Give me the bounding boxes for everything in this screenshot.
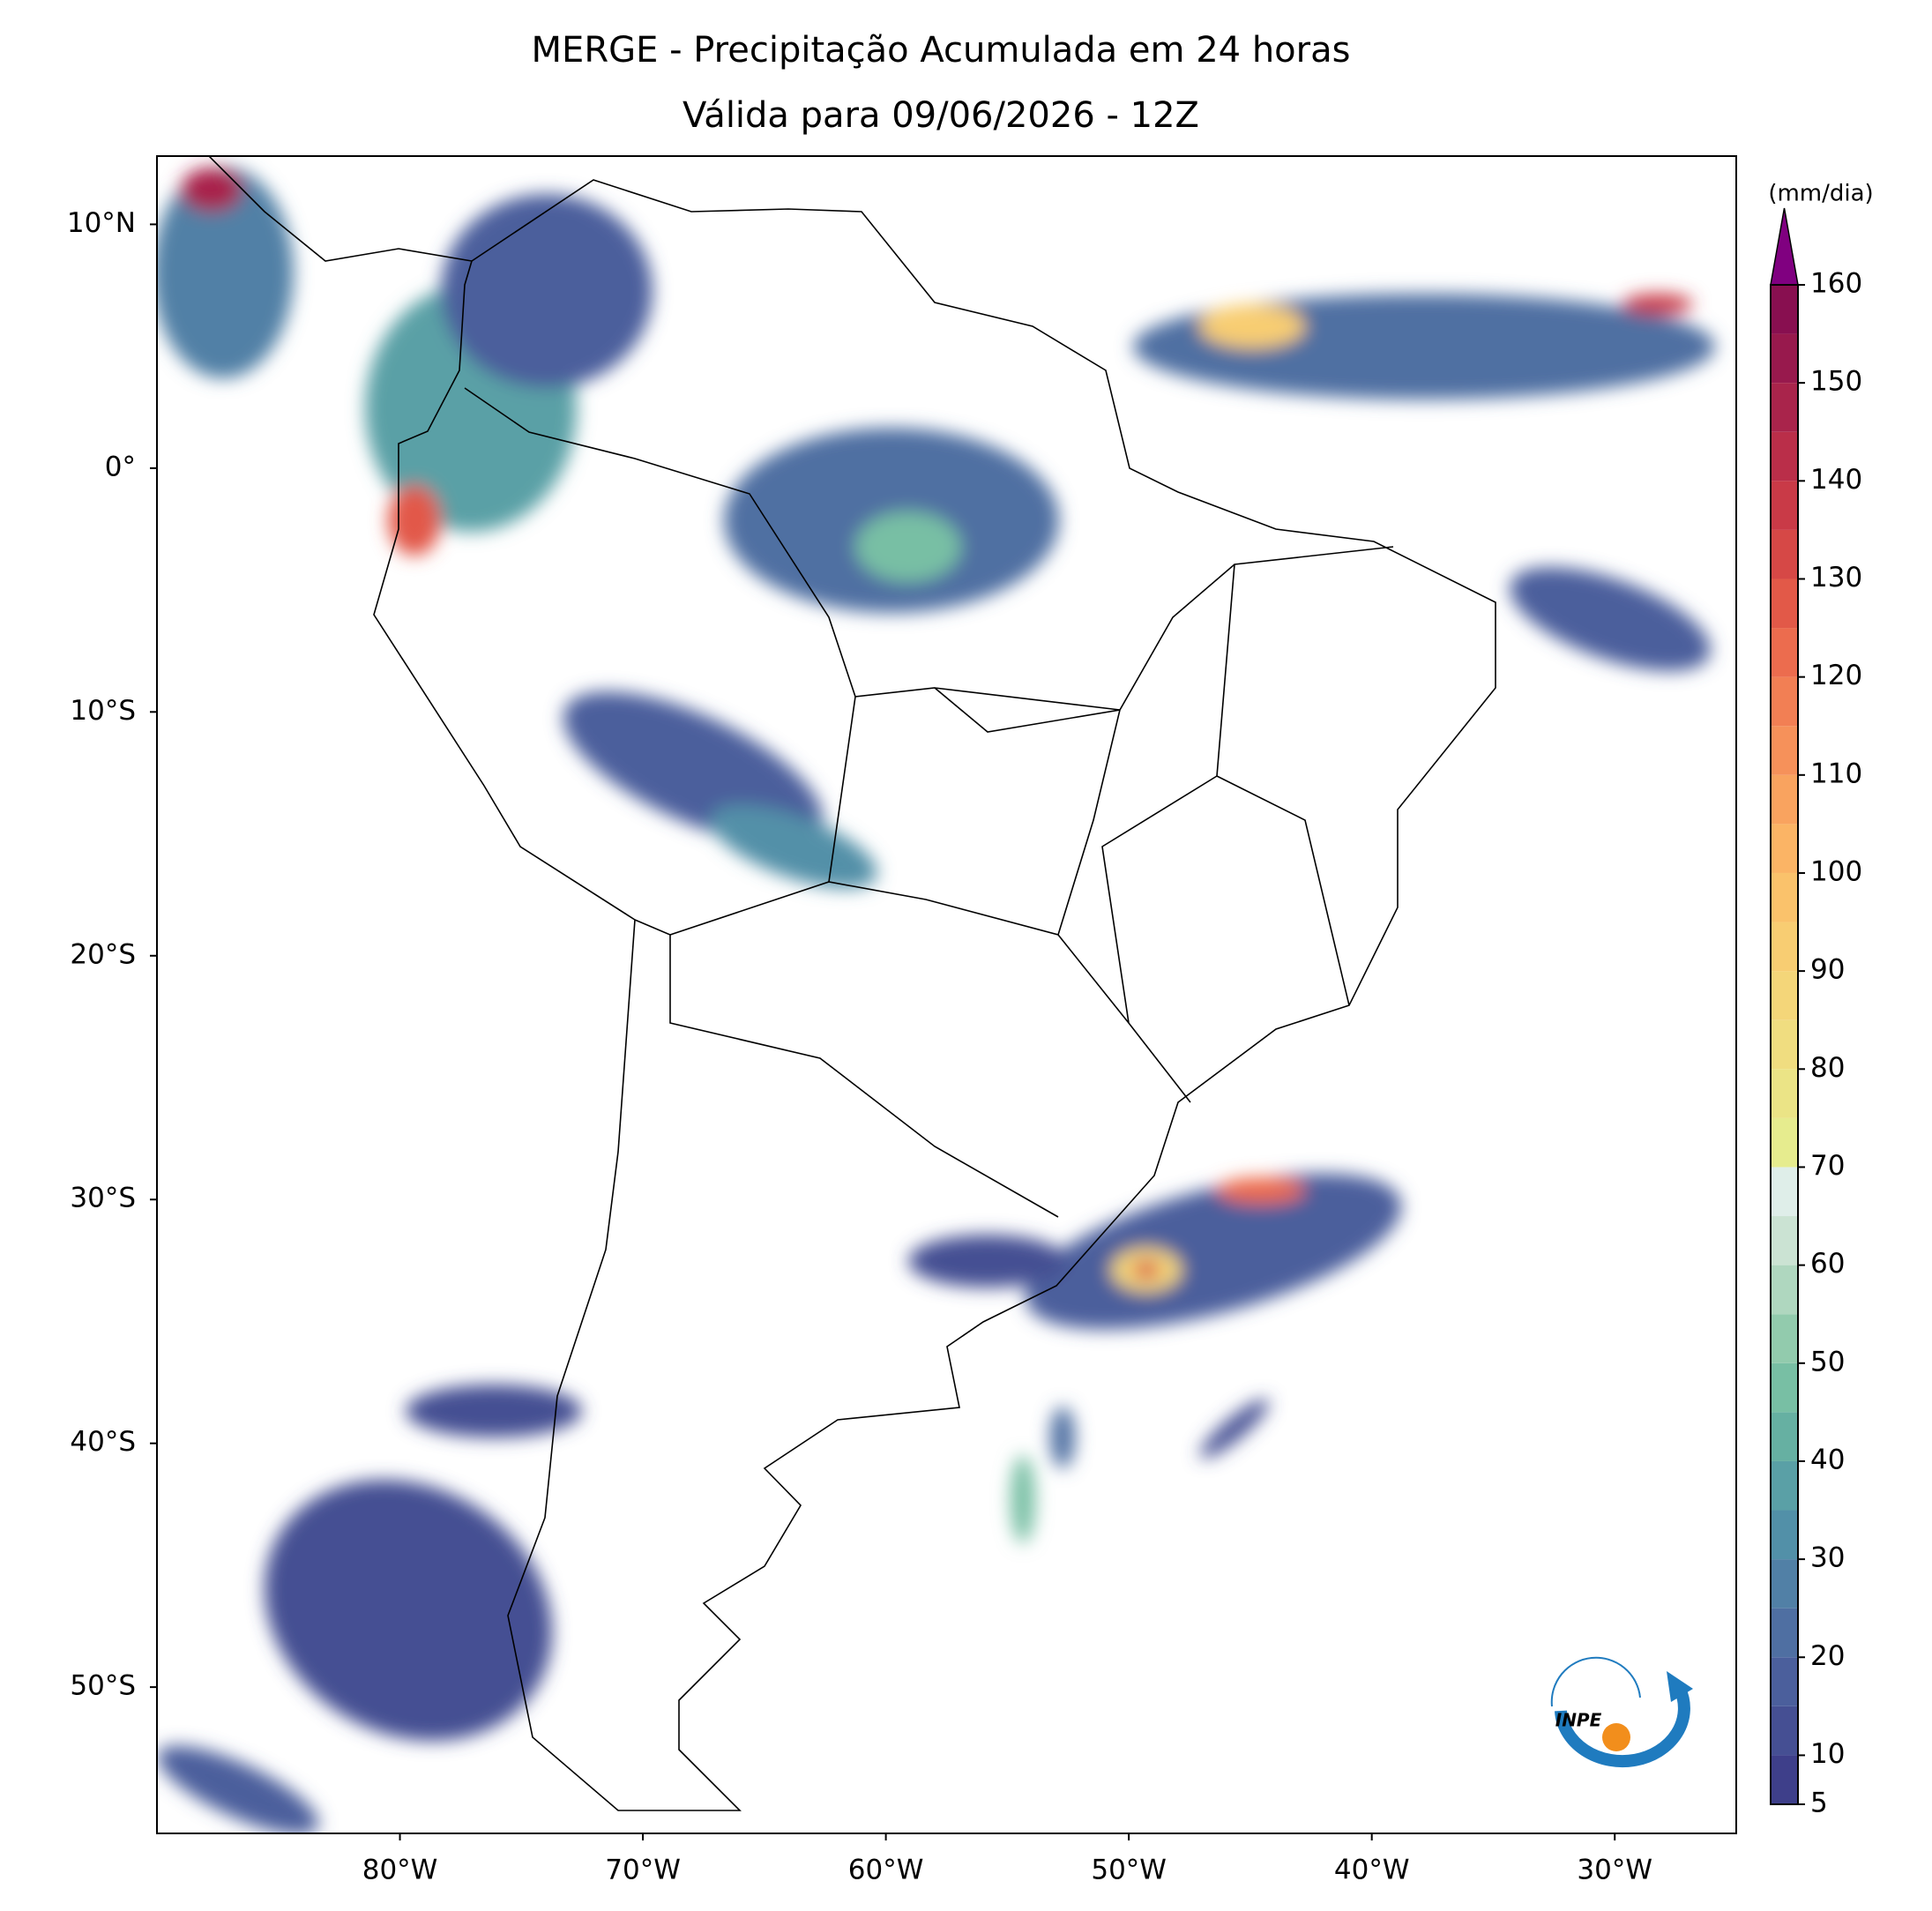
y-tick-label: 30°S — [70, 1183, 136, 1214]
colorbar-band — [1771, 1559, 1798, 1609]
title: MERGE - Precipitação Acumulada em 24 hor… — [532, 30, 1351, 71]
colorbar-band — [1771, 579, 1798, 629]
y-tick-label: 40°S — [70, 1426, 136, 1458]
colorbar-tick-label: 10 — [1810, 1738, 1845, 1770]
coastline — [207, 156, 1496, 1811]
colorbar-band — [1771, 333, 1798, 384]
inpe-logo: INPE — [1550, 1656, 1693, 1768]
colorbar-band — [1771, 1510, 1798, 1560]
colorbar-band — [1771, 726, 1798, 775]
colorbar-tick-label: 150 — [1810, 366, 1862, 398]
colorbar-tick-label: 30 — [1810, 1542, 1845, 1574]
colorbar-tick-label: 110 — [1810, 758, 1862, 789]
colorbar-band — [1771, 529, 1798, 579]
map-area — [157, 156, 1715, 1833]
colorbar-band — [1771, 1657, 1798, 1706]
colorbar-band — [1771, 824, 1798, 873]
colorbar-band — [1771, 872, 1798, 922]
colorbar-band — [1771, 1069, 1798, 1118]
colorbar-tick-label: 20 — [1810, 1640, 1845, 1672]
colorbar-band — [1771, 1019, 1798, 1070]
colorbar-tick-label: 100 — [1810, 855, 1862, 887]
x-tick-label: 30°W — [1577, 1855, 1652, 1886]
colorbar-band — [1771, 1314, 1798, 1363]
colorbar-band — [1771, 1608, 1798, 1658]
logo-text: INPE — [1555, 1710, 1602, 1731]
colorbar-band — [1771, 1265, 1798, 1315]
x-tick-label: 40°W — [1334, 1855, 1410, 1886]
colorbar-band — [1771, 431, 1798, 481]
colorbar-band — [1771, 1706, 1798, 1756]
colorbar-tick-label: 120 — [1810, 660, 1862, 691]
colorbar-band — [1771, 922, 1798, 972]
colorbar-frame — [1770, 284, 1799, 1805]
y-tick-label: 50°S — [70, 1670, 136, 1702]
colorbar-tick-label: 140 — [1810, 464, 1862, 496]
y-tick-label: 10°N — [67, 207, 136, 239]
subtitle: Válida para 09/06/2026 - 12Z — [683, 95, 1199, 136]
colorbar-band — [1771, 1117, 1798, 1168]
colorbar-tick-label: 80 — [1810, 1052, 1845, 1084]
y-tick-label: 10°S — [70, 695, 136, 727]
y-tick-label: 0° — [105, 451, 136, 482]
y-tick-label: 20°S — [70, 938, 136, 970]
colorbar-tick-label: 50 — [1810, 1346, 1845, 1377]
x-tick-label: 60°W — [848, 1855, 924, 1886]
colorbar-tick-label: 70 — [1810, 1150, 1845, 1182]
colorbar-band — [1771, 774, 1798, 825]
x-tick-label: 80°W — [362, 1855, 438, 1886]
colorbar-band — [1771, 1460, 1798, 1511]
colorbar-band — [1771, 1412, 1798, 1461]
colorbar-band — [1771, 285, 1798, 334]
precipitation — [157, 167, 1715, 1833]
x-tick-label: 70°W — [605, 1855, 681, 1886]
colorbar-tick-label: 160 — [1810, 268, 1862, 300]
x-tick-label: 50°W — [1091, 1855, 1167, 1886]
colorbar-tick-label: 40 — [1810, 1444, 1845, 1475]
map-frame — [156, 155, 1737, 1834]
colorbar-tick-label: 60 — [1810, 1248, 1845, 1280]
colorbar-band — [1771, 383, 1798, 432]
colorbar-tick-label: 130 — [1810, 562, 1862, 593]
colorbar-extend — [1770, 207, 1799, 286]
colorbar-band — [1771, 1362, 1798, 1413]
colorbar-band — [1771, 971, 1798, 1020]
colorbar-band — [1771, 1167, 1798, 1217]
colorbar-band — [1771, 1216, 1798, 1265]
colorbar-tick-label: 90 — [1810, 954, 1845, 986]
colorbar-tick-label: 5 — [1810, 1788, 1828, 1819]
colorbar-band — [1771, 481, 1798, 530]
colorbar-band — [1771, 676, 1798, 727]
colorbar-band — [1771, 1755, 1798, 1804]
colorbar-band — [1771, 628, 1798, 677]
colorbar-unit: (mm/dia) — [1768, 181, 1873, 207]
